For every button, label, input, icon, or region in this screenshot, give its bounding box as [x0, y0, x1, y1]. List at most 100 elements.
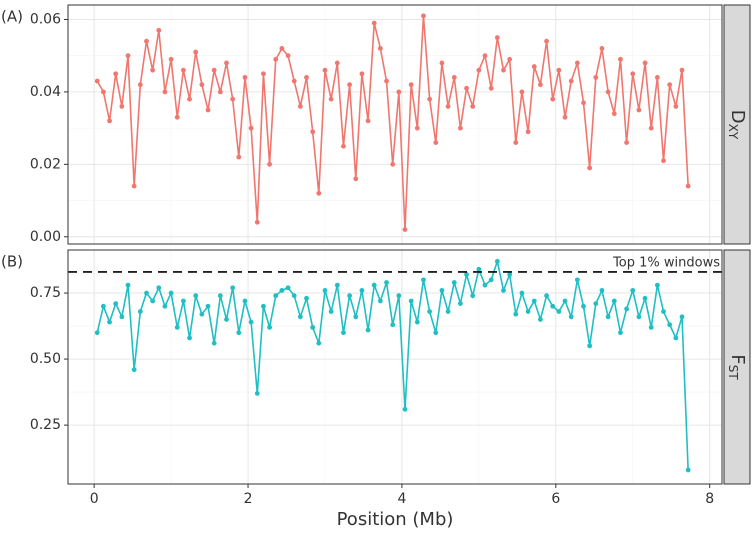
- data-point: [137, 82, 143, 88]
- data-point: [236, 330, 242, 336]
- data-point: [322, 67, 328, 73]
- data-point: [550, 96, 556, 102]
- panel-border: [67, 4, 723, 245]
- data-point: [211, 67, 217, 73]
- data-point: [341, 330, 346, 336]
- data-point: [248, 125, 254, 131]
- data-point: [396, 89, 402, 95]
- data-point: [501, 67, 506, 73]
- data-point: [217, 89, 223, 95]
- data-point: [254, 391, 260, 396]
- data-point: [568, 314, 574, 320]
- data-point: [341, 143, 346, 149]
- data-point: [636, 107, 642, 113]
- data-point: [224, 60, 229, 66]
- data-point: [581, 100, 586, 106]
- data-point: [371, 20, 377, 26]
- data-point: [667, 322, 673, 328]
- data-point: [654, 75, 660, 80]
- panel-border: [67, 249, 723, 485]
- panel-label: (A): [1, 8, 23, 26]
- data-point: [199, 311, 205, 317]
- data-point: [181, 67, 186, 73]
- data-point: [445, 309, 451, 314]
- data-point: [291, 293, 297, 299]
- annotation: Top 1% windows: [612, 255, 720, 270]
- data-point: [273, 56, 279, 62]
- data-point: [113, 301, 119, 307]
- data-point: [267, 161, 272, 167]
- data-point: [458, 301, 463, 307]
- data-point: [304, 75, 309, 80]
- data-point: [513, 140, 519, 146]
- data-point: [611, 298, 617, 304]
- data-point: [390, 322, 396, 328]
- data-point: [261, 71, 266, 77]
- data-point: [470, 103, 476, 109]
- data-point: [291, 78, 297, 84]
- data-point: [304, 295, 309, 301]
- data-point: [667, 82, 673, 88]
- data-point: [125, 53, 131, 59]
- data-point: [174, 114, 180, 120]
- data-point: [673, 335, 679, 341]
- data-point: [187, 96, 192, 102]
- panel-label: (B): [1, 253, 23, 271]
- data-point: [100, 89, 106, 95]
- data-point: [359, 288, 365, 293]
- x-axis-label: Position (Mb): [337, 509, 454, 530]
- data-point: [556, 309, 562, 314]
- data-point: [125, 282, 131, 288]
- data-point: [353, 314, 359, 320]
- data-point: [544, 293, 549, 299]
- data-point: [630, 71, 636, 77]
- strip: [723, 4, 751, 245]
- data-point: [353, 176, 359, 182]
- data-point: [316, 340, 322, 346]
- strip-main: F: [727, 354, 748, 364]
- data-point: [464, 272, 469, 277]
- data-point: [611, 111, 617, 117]
- data-point: [531, 298, 537, 304]
- data-point: [624, 140, 629, 146]
- data-point: [365, 118, 371, 124]
- data-point: [544, 38, 549, 44]
- data-point: [587, 165, 593, 171]
- data-point: [427, 96, 433, 102]
- data-point: [131, 367, 137, 373]
- data-point: [408, 298, 414, 304]
- data-point: [371, 282, 377, 288]
- data-point: [297, 103, 303, 109]
- panel-background: [68, 250, 722, 484]
- data-point: [217, 293, 223, 299]
- data-point: [230, 285, 236, 291]
- data-point: [384, 280, 389, 285]
- data-point: [279, 46, 285, 51]
- data-point: [94, 78, 100, 84]
- data-point: [661, 158, 666, 164]
- x-tick-label: 0: [90, 491, 99, 507]
- data-point: [679, 67, 685, 73]
- data-point: [574, 60, 580, 66]
- data-point: [107, 319, 112, 325]
- strip-sub: ST: [727, 365, 741, 381]
- data-point: [581, 303, 586, 309]
- data-point: [685, 183, 691, 189]
- data-point: [482, 282, 488, 288]
- data-point: [605, 314, 611, 320]
- data-point: [310, 129, 316, 135]
- data-point: [273, 293, 279, 299]
- data-point: [267, 324, 272, 330]
- data-point: [150, 298, 156, 304]
- data-point: [470, 293, 476, 299]
- data-point: [439, 288, 445, 293]
- data-point: [439, 60, 445, 66]
- data-point: [193, 293, 199, 299]
- data-point: [618, 56, 623, 62]
- data-point: [377, 298, 383, 304]
- data-point: [193, 49, 199, 55]
- data-point: [673, 103, 679, 109]
- data-point: [242, 75, 248, 80]
- data-point: [174, 324, 180, 330]
- data-point: [211, 340, 217, 346]
